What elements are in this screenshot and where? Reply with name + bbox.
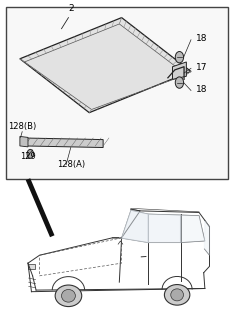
Text: 128(A): 128(A) [57, 160, 85, 169]
Polygon shape [172, 62, 186, 79]
Ellipse shape [62, 290, 75, 302]
Text: 17: 17 [196, 63, 207, 72]
Circle shape [175, 52, 184, 63]
Polygon shape [20, 18, 191, 113]
Text: 2: 2 [68, 4, 73, 13]
Polygon shape [205, 220, 209, 255]
Text: 18: 18 [196, 85, 207, 94]
Circle shape [175, 77, 184, 88]
Text: 128(B): 128(B) [8, 122, 37, 131]
Ellipse shape [171, 289, 183, 301]
Polygon shape [20, 136, 28, 147]
Circle shape [27, 149, 33, 158]
Polygon shape [181, 215, 205, 243]
Bar [28, 264, 35, 269]
Polygon shape [25, 138, 103, 148]
Text: 129: 129 [20, 152, 36, 161]
Polygon shape [148, 214, 181, 243]
Bar [6, 6, 228, 179]
Polygon shape [119, 210, 148, 243]
Ellipse shape [165, 284, 190, 305]
Text: 18: 18 [196, 34, 207, 44]
Ellipse shape [55, 285, 82, 307]
